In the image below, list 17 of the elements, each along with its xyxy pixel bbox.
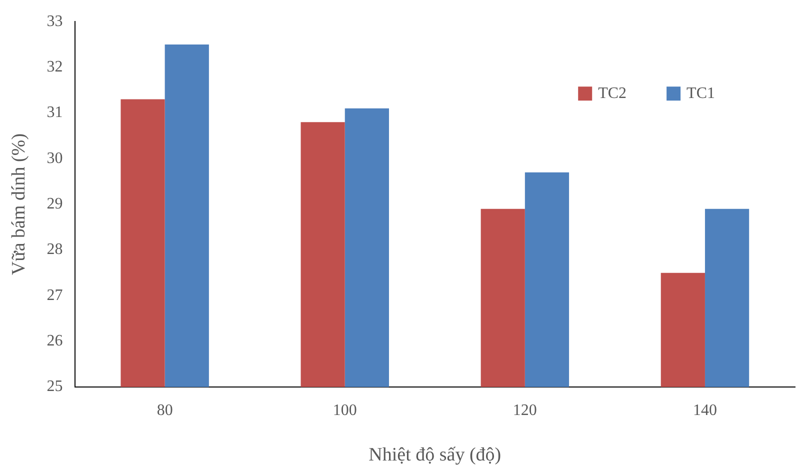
y-tick-label: 33 <box>46 12 63 30</box>
y-tick-label: 25 <box>46 378 63 396</box>
y-tick-label: 29 <box>46 196 63 213</box>
y-axis-title: Vữa bám dính (%) <box>8 133 30 276</box>
y-tick-label: 26 <box>46 332 63 350</box>
y-tick-label: 30 <box>46 150 63 167</box>
x-tick-label: 140 <box>692 402 717 419</box>
y-tick-label: 31 <box>46 104 63 122</box>
x-tick-label: 100 <box>332 402 357 419</box>
y-tick-label: 28 <box>46 241 63 258</box>
y-tick-label: 32 <box>46 58 63 76</box>
x-tick-label: 80 <box>156 402 173 419</box>
y-tick-label: 27 <box>46 286 63 304</box>
x-tick-label: 120 <box>512 402 537 419</box>
legend-label: TC1 <box>686 84 716 102</box>
x-axis-title: Nhiệt độ sấy (độ) <box>368 444 502 466</box>
legend-label: TC2 <box>598 84 627 102</box>
